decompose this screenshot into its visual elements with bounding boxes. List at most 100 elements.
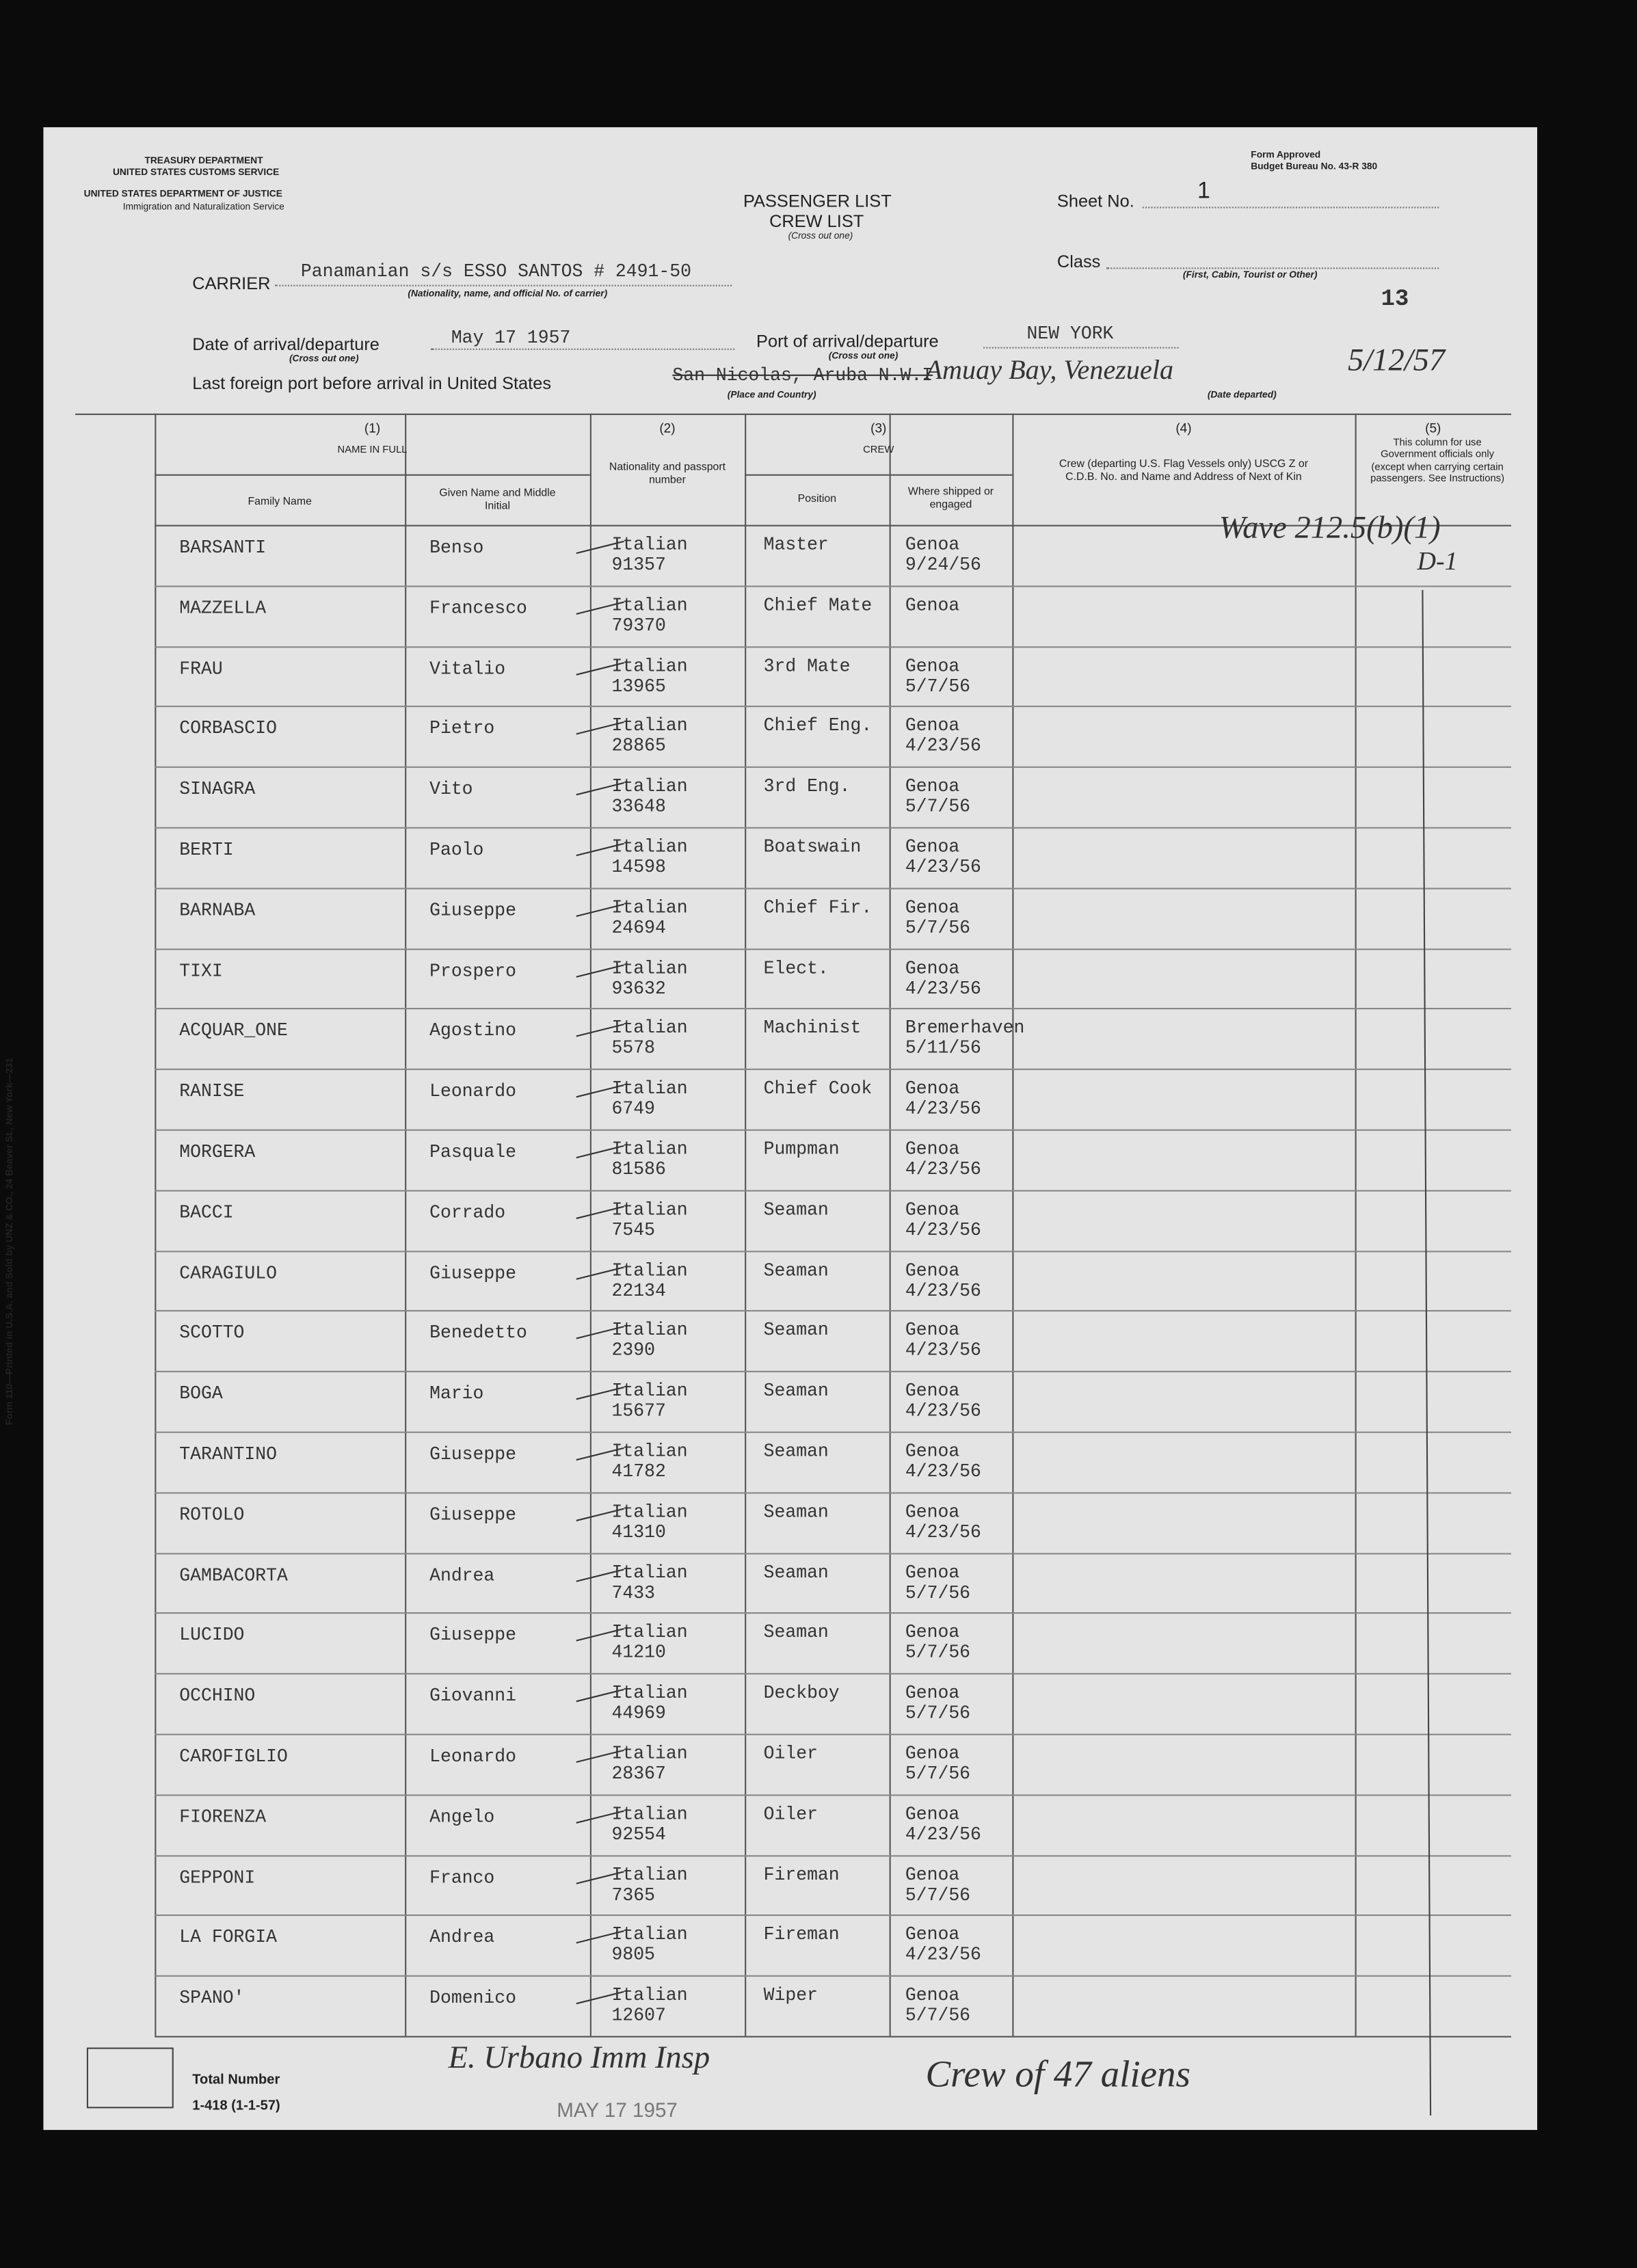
given-name: Giuseppe: [429, 1625, 517, 1646]
shipped-place: Genoa: [905, 656, 960, 676]
family-name: BARSANTI: [179, 537, 267, 559]
shipped-place: Genoa: [905, 1562, 960, 1583]
agency: Immigration and Naturalization Service: [122, 202, 284, 213]
shipped-date: 5/7/56: [905, 797, 971, 818]
nationality: Italian: [611, 1139, 688, 1160]
position: Master: [763, 535, 829, 556]
shipped-place: Genoa: [905, 777, 960, 797]
family-name: TIXI: [179, 961, 223, 982]
column-line: [889, 413, 891, 2036]
shipped-place: Genoa: [905, 1260, 960, 1281]
agency: UNITED STATES DEPARTMENT OF JUSTICE: [83, 189, 282, 200]
shipped-date: 5/7/56: [905, 1703, 971, 1724]
nationality: Italian: [611, 1562, 688, 1583]
shipped-date: 5/7/56: [905, 1884, 971, 1906]
shipped-date: 4/23/56: [905, 1401, 981, 1422]
nationality: Italian: [611, 656, 688, 676]
note: (Cross out one): [289, 354, 359, 364]
position: Fireman: [763, 1865, 840, 1885]
nationality: Italian: [611, 958, 688, 978]
shipped-place: Genoa: [905, 897, 960, 918]
column-header: (5): [1425, 421, 1441, 436]
passport: 91357: [611, 555, 666, 576]
family-name: BARNABA: [179, 900, 256, 921]
label: Last foreign port before arrival in Unit…: [192, 373, 552, 394]
given-name: Mario: [429, 1384, 484, 1404]
column-header: CREW: [863, 445, 894, 456]
title: CREW LIST: [769, 211, 864, 232]
given-name: Giuseppe: [429, 1263, 517, 1284]
nationality: Italian: [611, 1381, 688, 1402]
given-name: Prospero: [429, 961, 517, 982]
given-name: Francesco: [429, 598, 527, 619]
shipped-date: 4/23/56: [905, 1099, 981, 1120]
shipped-date: 4/23/56: [905, 978, 981, 999]
row-line: [155, 1975, 1511, 1977]
family-name: BACCI: [179, 1203, 234, 1223]
side-note: Form 110—Printed in U.S.A. and Sold by U…: [5, 1057, 16, 1426]
column-line: [589, 413, 591, 2036]
position: Boatswain: [763, 837, 862, 858]
position: Fireman: [763, 1925, 840, 1946]
nationality: Italian: [611, 1260, 688, 1281]
column-header: Where shipped or engaged: [907, 484, 994, 511]
given-name: Pasquale: [429, 1142, 517, 1163]
passport: 7545: [611, 1220, 656, 1241]
shipped-place: Genoa: [905, 1441, 960, 1463]
family-name: RANISE: [179, 1082, 245, 1102]
note: (First, Cabin, Tourist or Other): [1182, 270, 1318, 281]
shipped-date: 4/23/56: [905, 1341, 981, 1361]
position: Seaman: [763, 1320, 829, 1342]
nationality: Italian: [611, 897, 688, 918]
given-name: Franco: [429, 1867, 495, 1889]
passport: 13965: [611, 676, 666, 697]
annotation: D-1: [1417, 546, 1458, 576]
carrier: Panamanian s/s ESSO SANTOS # 2491-50: [300, 261, 691, 282]
passport: 24694: [611, 918, 666, 939]
row-line: [155, 948, 1511, 950]
passport: 41782: [611, 1462, 666, 1482]
note: (Cross out one): [788, 231, 853, 242]
position: Chief Fir.: [763, 897, 873, 918]
page-number: 13: [1381, 286, 1409, 312]
rule: [431, 348, 735, 350]
shipped-date: 4/23/56: [905, 1280, 981, 1301]
given-name: Giuseppe: [429, 1444, 517, 1465]
family-name: CARAGIULO: [179, 1263, 278, 1284]
family-name: BOGA: [179, 1384, 223, 1404]
given-name: Leonardo: [429, 1082, 517, 1102]
shipped-place: Genoa: [905, 1139, 960, 1160]
family-name: SCOTTO: [179, 1323, 245, 1344]
shipped-place: Genoa: [905, 1925, 960, 1946]
given-name: Giuseppe: [429, 1505, 517, 1525]
row-line: [155, 1310, 1511, 1312]
date: May 17 1957: [451, 328, 571, 349]
rule: [1106, 267, 1439, 269]
row-line: [155, 2036, 1511, 2038]
rule: [1142, 206, 1439, 209]
nationality: Italian: [611, 777, 688, 797]
given-name: Angelo: [429, 1807, 495, 1828]
row-line: [155, 1915, 1511, 1917]
passport: 2390: [611, 1341, 656, 1361]
nationality: Italian: [611, 1865, 688, 1885]
nationality: Italian: [611, 837, 688, 858]
nationality: Italian: [611, 716, 688, 737]
shipped-place: Bremerhaven: [905, 1018, 1025, 1039]
given-name: Pietro: [429, 719, 495, 740]
note: (Cross out one): [828, 351, 899, 362]
struck-port: San Nicolas, Aruba N.W.I: [672, 366, 933, 386]
row-line: [155, 1552, 1511, 1554]
family-name: MAZZELLA: [179, 598, 267, 619]
shipped-date: 4/23/56: [905, 1220, 981, 1241]
note: (Nationality, name, and official No. of …: [408, 289, 608, 299]
nationality: Italian: [611, 1925, 688, 1946]
column-line: [1355, 413, 1357, 2036]
given-name: Andrea: [429, 1565, 495, 1586]
shipped-date: 4/23/56: [905, 1522, 981, 1543]
nationality: Italian: [611, 1623, 688, 1644]
nationality: Italian: [611, 1199, 688, 1220]
row-line: [155, 1854, 1511, 1856]
family-name: SPANO': [179, 1988, 245, 2009]
shipped-date: 4/23/56: [905, 1824, 981, 1845]
